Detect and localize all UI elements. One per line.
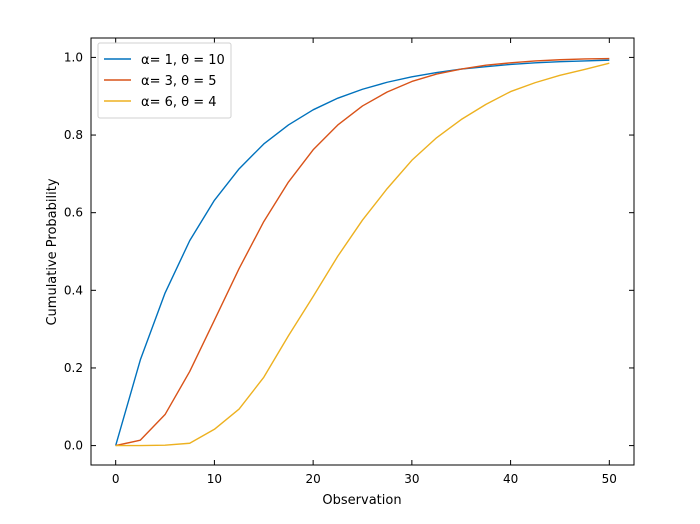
x-tick-label: 20 xyxy=(305,472,320,486)
legend: α= 1, θ = 10 α= 3, θ = 5 α= 6, θ = 4 xyxy=(97,42,232,119)
y-tick-label: 0.8 xyxy=(64,128,83,142)
legend-box xyxy=(97,42,232,119)
x-tick-label: 50 xyxy=(602,472,617,486)
x-tick-label: 0 xyxy=(112,472,120,486)
y-tick-label: 0.2 xyxy=(64,361,83,375)
y-tick-label: 0.0 xyxy=(64,439,83,453)
x-axis-ticks: 0 10 20 30 40 50 xyxy=(112,38,617,486)
y-tick-label: 1.0 xyxy=(64,50,83,64)
legend-label-3: α= 6, θ = 4 xyxy=(141,95,217,110)
x-axis-title: Observation xyxy=(322,493,401,508)
x-tick-label: 40 xyxy=(503,472,518,486)
y-tick-label: 0.6 xyxy=(64,206,83,220)
y-axis-ticks: 0.0 0.2 0.4 0.6 0.8 1.0 xyxy=(64,50,634,453)
legend-label-1: α= 1, θ = 10 xyxy=(141,53,225,68)
x-tick-label: 30 xyxy=(404,472,419,486)
y-tick-label: 0.4 xyxy=(64,283,83,297)
x-tick-label: 10 xyxy=(207,472,222,486)
series-line-1 xyxy=(115,59,610,446)
series-line-2 xyxy=(115,57,610,447)
legend-label-2: α= 3, θ = 5 xyxy=(141,74,217,89)
plot-frame xyxy=(90,37,635,466)
series-lines xyxy=(115,57,610,447)
y-axis-title: Cumulative Probability xyxy=(45,178,60,325)
series-line-3 xyxy=(115,62,610,447)
